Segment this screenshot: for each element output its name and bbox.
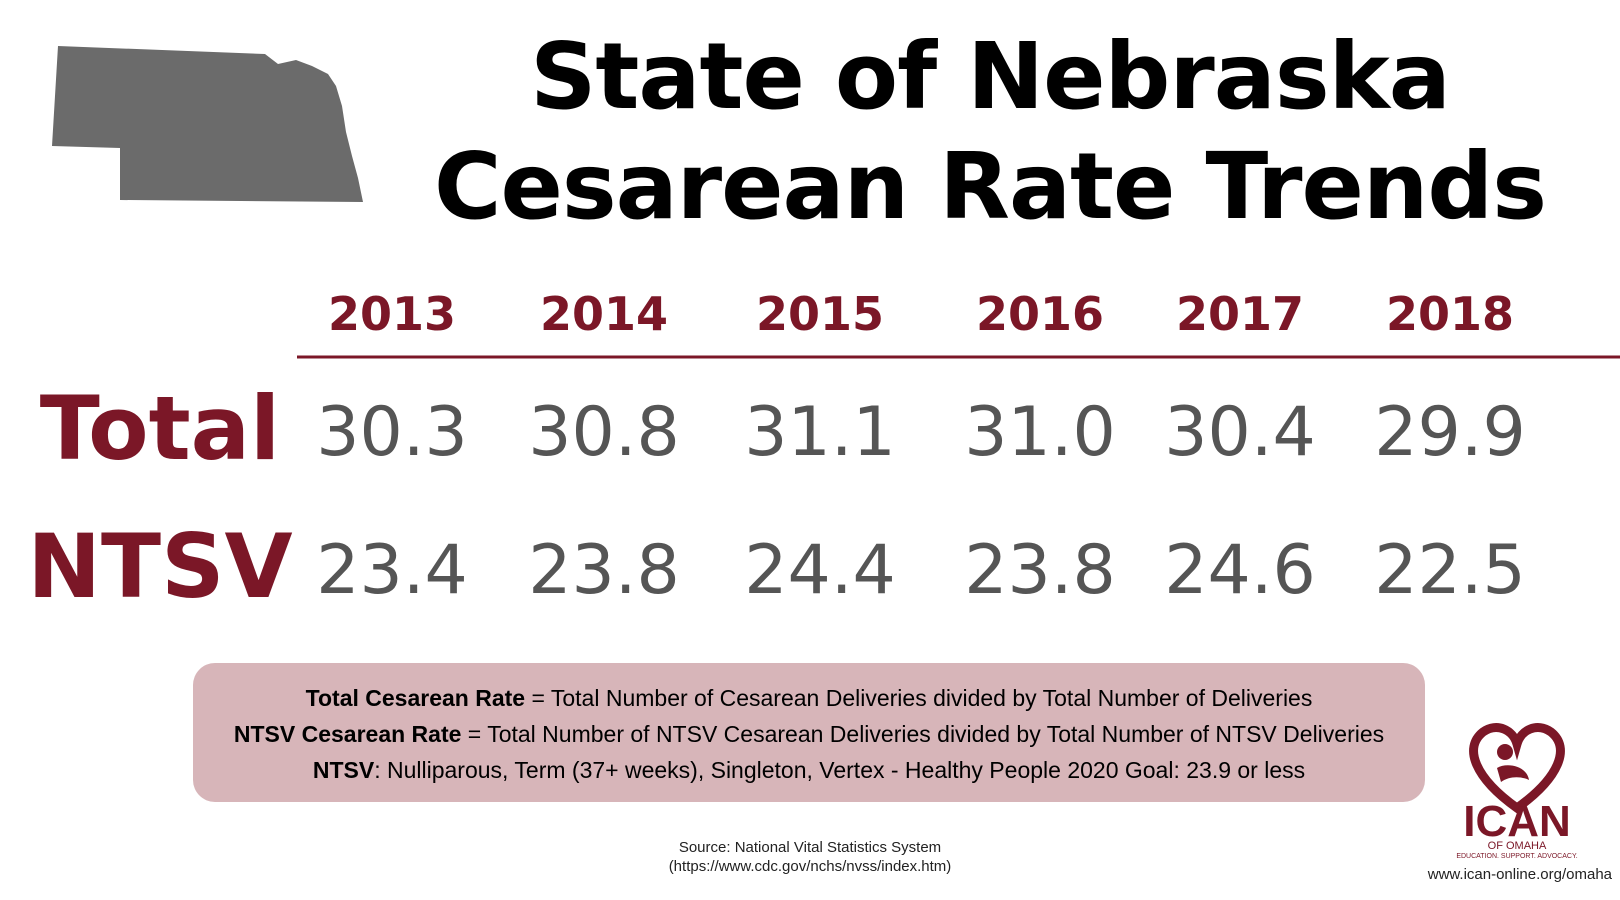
website-url: www.ican-online.org/omaha <box>1427 866 1612 883</box>
cell-ntsv-2015: 24.4 <box>744 531 895 610</box>
nebraska-map-icon <box>52 46 363 202</box>
cell-ntsv-2014: 23.8 <box>528 531 679 610</box>
year-header-2014: 2014 <box>540 287 668 341</box>
definition-total-term: Total Cesarean Rate <box>305 685 526 711</box>
row-label-ntsv: NTSV <box>27 515 292 618</box>
definition-total: Total Cesarean Rate = Total Number of Ce… <box>193 680 1425 716</box>
cell-ntsv-2016: 23.8 <box>964 531 1115 610</box>
definitions-box: Total Cesarean Rate = Total Number of Ce… <box>193 663 1425 802</box>
cell-total-2014: 30.8 <box>528 393 679 472</box>
cell-ntsv-2013: 23.4 <box>316 531 467 610</box>
cell-total-2015: 31.1 <box>744 393 895 472</box>
definition-ntsv-rate-text: = Total Number of NTSV Cesarean Deliveri… <box>461 721 1385 747</box>
definition-ntsv-rate-term: NTSV Cesarean Rate <box>233 721 462 747</box>
heart-mother-child-icon <box>1469 723 1565 814</box>
definition-ntsv-text: : Nulliparous, Term (37+ weeks), Singlet… <box>374 757 1306 783</box>
source-line-2: (https://www.cdc.gov/nchs/nvss/index.htm… <box>668 858 952 875</box>
cell-ntsv-2018: 22.5 <box>1374 531 1525 610</box>
definition-ntsv-rate: NTSV Cesarean Rate = Total Number of NTS… <box>193 716 1425 752</box>
definition-ntsv-term: NTSV <box>312 757 375 783</box>
rate-table-chart: 2013 2014 2015 2016 2017 2018 Total 30.3 30.8 31.… <box>27 287 1620 618</box>
year-header-2015: 2015 <box>756 287 884 341</box>
title-line-1: State of Nebraska <box>530 23 1451 130</box>
ican-logo: ICAN OF OMAHA EDUCATION. SUPPORT. ADVOCA… <box>1456 723 1578 860</box>
year-header-2018: 2018 <box>1386 287 1514 341</box>
definition-ntsv: NTSV: Nulliparous, Term (37+ weeks), Sin… <box>193 752 1425 788</box>
logo-tagline: EDUCATION. SUPPORT. ADVOCACY. <box>1456 853 1577 860</box>
row-label-total: Total <box>40 377 280 480</box>
source-note: Source: National Vital Statistics System… <box>550 838 1070 876</box>
definition-total-text: = Total Number of Cesarean Deliveries di… <box>525 685 1313 711</box>
title-line-2: Cesarean Rate Trends <box>434 133 1547 240</box>
year-header-2013: 2013 <box>328 287 456 341</box>
cell-total-2016: 31.0 <box>964 393 1115 472</box>
logo-name: ICAN <box>1463 797 1571 846</box>
cell-total-2018: 29.9 <box>1374 393 1525 472</box>
cell-total-2013: 30.3 <box>316 393 467 472</box>
source-line-1: Source: National Vital Statistics System <box>678 839 942 856</box>
logo-sub: OF OMAHA <box>1488 840 1547 852</box>
cell-ntsv-2017: 24.6 <box>1164 531 1315 610</box>
year-header-2016: 2016 <box>976 287 1104 341</box>
year-header-2017: 2017 <box>1176 287 1304 341</box>
cell-total-2017: 30.4 <box>1164 393 1315 472</box>
page-title: State of Nebraska Cesarean Rate Trends <box>380 22 1600 242</box>
